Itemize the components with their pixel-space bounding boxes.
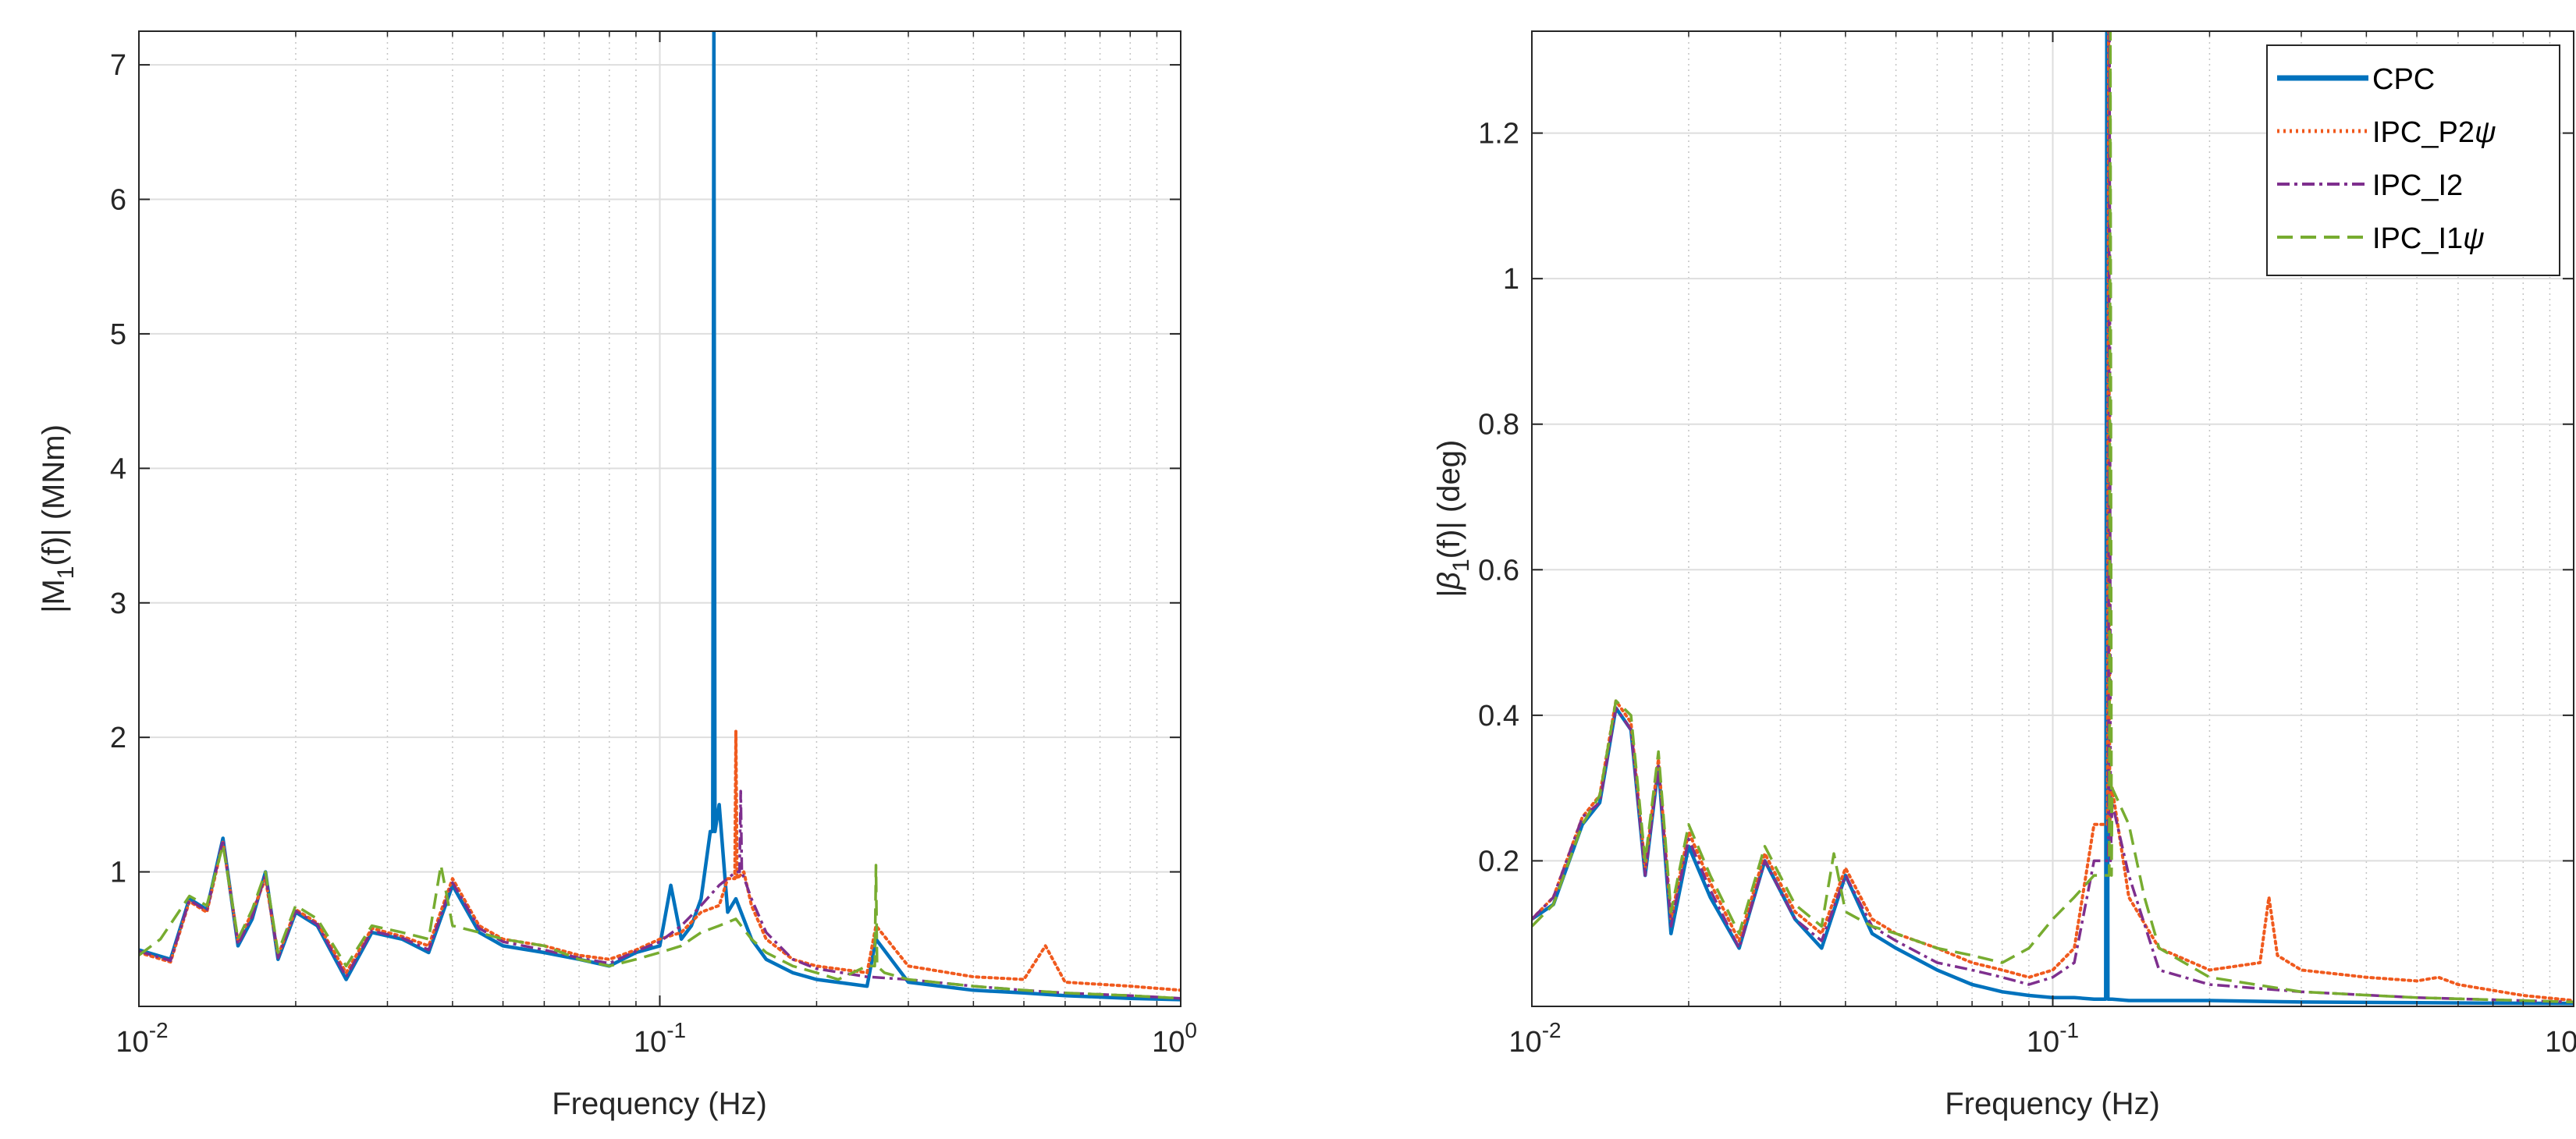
y-tick-label: 1 <box>110 857 126 889</box>
left-x-tick-labels: 10-2 10-1 100 <box>115 1018 1197 1059</box>
y-tick-label: 0.6 <box>1478 554 1519 587</box>
legend-label: IPC_P2ψ <box>2372 116 2496 149</box>
x-tick-label: 100 <box>1152 1018 1197 1059</box>
right-y-tick-labels: 0.2 0.4 0.6 0.8 1 1.2 <box>1478 118 1519 878</box>
y-tick-label: 6 <box>110 184 126 217</box>
series-line-ipci1 <box>1532 31 2574 1004</box>
right-x-axis-label: Frequency (Hz) <box>1945 1087 2160 1121</box>
y-tick-label: 5 <box>110 318 126 351</box>
legend-entry: IPC_I2 <box>2277 169 2463 202</box>
series-line-ipci2 <box>1532 31 2574 1004</box>
y-tick-label: 1.2 <box>1478 118 1519 151</box>
legend-label: IPC_I2 <box>2372 169 2463 202</box>
left-axis-ticks <box>138 31 1181 1006</box>
y-tick-label: 3 <box>110 587 126 620</box>
right-axis-ticks <box>1531 31 2574 1006</box>
right-chart: 0.2 0.4 0.6 0.8 1 1.2 10-2 10-1 100 Freq… <box>1432 30 2576 1121</box>
x-tick-label: 10-1 <box>634 1018 686 1059</box>
right-y-axis-label: |β1(f)| (deg) <box>1432 440 1474 598</box>
left-chart: 1 2 3 4 5 6 7 10-2 10-1 100 Frequency (H… <box>37 30 1197 1121</box>
y-tick-label: 0.2 <box>1478 845 1519 878</box>
y-tick-label: 1 <box>1503 263 1519 296</box>
legend-entry: CPC <box>2277 63 2435 96</box>
x-tick-label: 10-2 <box>1508 1018 1561 1059</box>
y-tick-label: 2 <box>110 722 126 754</box>
right-series-group <box>1532 31 2574 1006</box>
y-tick-label: 0.8 <box>1478 409 1519 442</box>
y-tick-label: 4 <box>110 452 126 485</box>
legend: CPC IPC_P2ψ IPC_I2 IPC_I1ψ <box>2266 44 2560 276</box>
left-series-group <box>139 31 1181 1002</box>
legend-entry: IPC_P2ψ <box>2277 116 2496 149</box>
y-tick-label: 7 <box>110 49 126 82</box>
left-y-axis-label: |M1(f)| (MNm) <box>37 424 79 613</box>
y-tick-label: 0.4 <box>1478 700 1519 733</box>
legend-label: IPC_I1ψ <box>2372 222 2485 255</box>
x-tick-label: 10-2 <box>115 1018 168 1059</box>
right-x-tick-labels: 10-2 10-1 100 <box>1508 1018 2576 1059</box>
left-y-tick-labels: 1 2 3 4 5 6 7 <box>110 49 126 889</box>
left-x-axis-label: Frequency (Hz) <box>552 1087 767 1121</box>
legend-entry: IPC_I1ψ <box>2277 222 2485 255</box>
legend-label: CPC <box>2372 63 2435 96</box>
x-tick-label: 10-1 <box>2027 1018 2079 1059</box>
x-tick-label: 100 <box>2545 1018 2576 1059</box>
series-line-ipci1 <box>139 843 1181 1000</box>
